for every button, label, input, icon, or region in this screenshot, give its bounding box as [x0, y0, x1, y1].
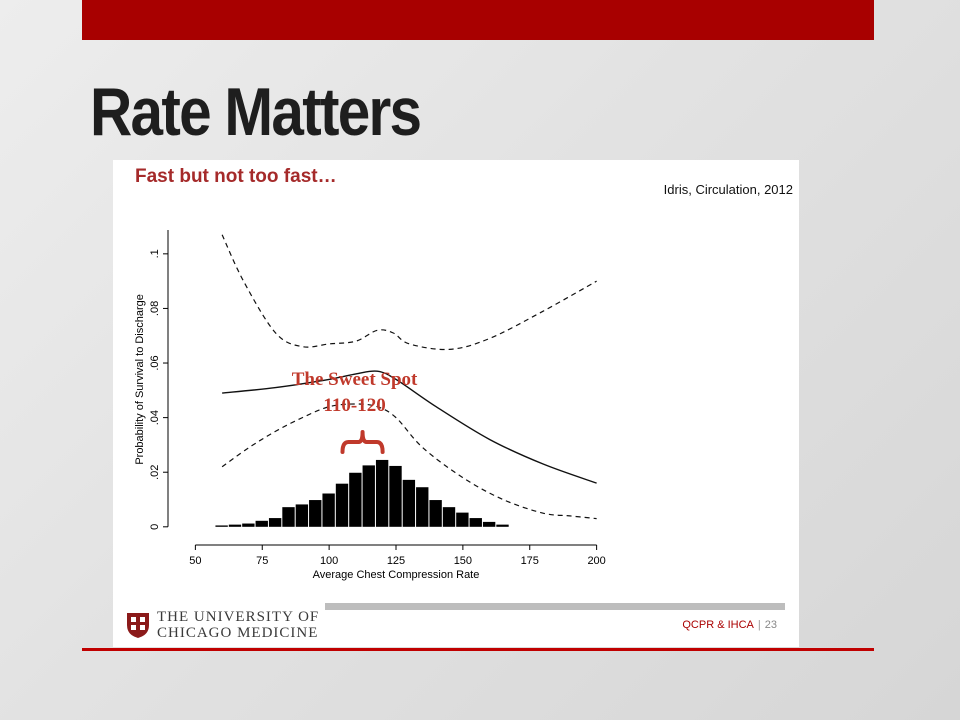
histogram-bar [375, 459, 389, 527]
histogram-bar [416, 487, 429, 527]
sweet-spot-brace [340, 430, 385, 454]
histogram-bar [482, 521, 496, 527]
x-tick-label: 50 [189, 555, 201, 567]
histogram-bar [228, 524, 242, 527]
figure-heading: Fast but not too fast… [135, 166, 337, 187]
x-axis-label: Average Chest Compression Rate [313, 569, 480, 581]
y-tick-label: 0 [149, 524, 161, 530]
y-axis-label: Probability of Survival to Discharge [134, 294, 146, 465]
sweet-spot-range: 110-120 [323, 395, 385, 416]
series-lines [221, 234, 597, 520]
x-tick-label: 125 [387, 555, 405, 567]
y-tick-label: .1 [149, 249, 161, 258]
histogram-bar [255, 520, 268, 527]
y-tick-label: .06 [149, 355, 161, 370]
histogram-bar [496, 524, 509, 527]
sweet-spot-annotation: The Sweet Spot 110-120 [292, 369, 418, 454]
top-accent-bar [82, 0, 874, 40]
histogram-bar [349, 472, 362, 527]
histogram-bar [282, 507, 295, 527]
footer-section: QCPR & IHCA | 23 [682, 619, 777, 631]
histogram-bar [429, 500, 442, 527]
histogram-bar [335, 483, 349, 527]
university-name-line2: CHICAGO MEDICINE [157, 625, 319, 641]
histogram-bar [322, 493, 335, 527]
footer-separator: | [757, 619, 761, 631]
x-tick-label: 75 [256, 555, 268, 567]
footer-section-label: QCPR & IHCA [682, 619, 754, 631]
figure-panel: Fast but not too fast… Idris, Circulatio… [113, 160, 799, 647]
histogram-bar [456, 512, 469, 527]
confidence-bound-line [221, 403, 597, 520]
histogram-bar [442, 507, 456, 527]
footer-rule [325, 603, 785, 610]
histogram-bar [362, 465, 375, 527]
histogram [215, 459, 509, 527]
survival-estimate-line [222, 370, 597, 484]
university-crest-icon [127, 613, 149, 638]
university-logo: THE UNIVERSITY OF CHICAGO MEDICINE [125, 609, 335, 641]
bottom-accent-rule [82, 648, 874, 651]
histogram-bar [402, 479, 416, 527]
histogram-bar [268, 518, 282, 527]
slide-title: Rate Matters [90, 74, 422, 150]
histogram-bar [309, 500, 322, 527]
survival-chart: 0 .02 .04 .06 .08 .1 50 75 100 125 150 175 200 Averag… [134, 230, 606, 581]
sweet-spot-label: The Sweet Spot [292, 369, 418, 390]
histogram-bar [295, 504, 309, 527]
histogram-bar [242, 523, 255, 527]
x-tick-label: 150 [454, 555, 472, 567]
histogram-bar [215, 525, 228, 527]
axes: 0 .02 .04 .06 .08 .1 50 75 100 125 150 175 200 Averag… [134, 230, 606, 581]
histogram-bar [389, 465, 402, 527]
citation: Idris, Circulation, 2012 [663, 182, 793, 197]
histogram-bar [469, 518, 482, 527]
y-tick-label: .08 [149, 301, 161, 316]
confidence-bound-line [221, 234, 597, 351]
x-tick-label: 175 [521, 555, 539, 567]
page-number: 23 [764, 619, 777, 631]
x-tick-label: 200 [587, 555, 605, 567]
y-tick-label: .02 [149, 465, 161, 480]
university-name-line1: THE UNIVERSITY OF [157, 609, 320, 625]
x-tick-label: 100 [320, 555, 338, 567]
y-tick-label: .04 [149, 410, 161, 425]
